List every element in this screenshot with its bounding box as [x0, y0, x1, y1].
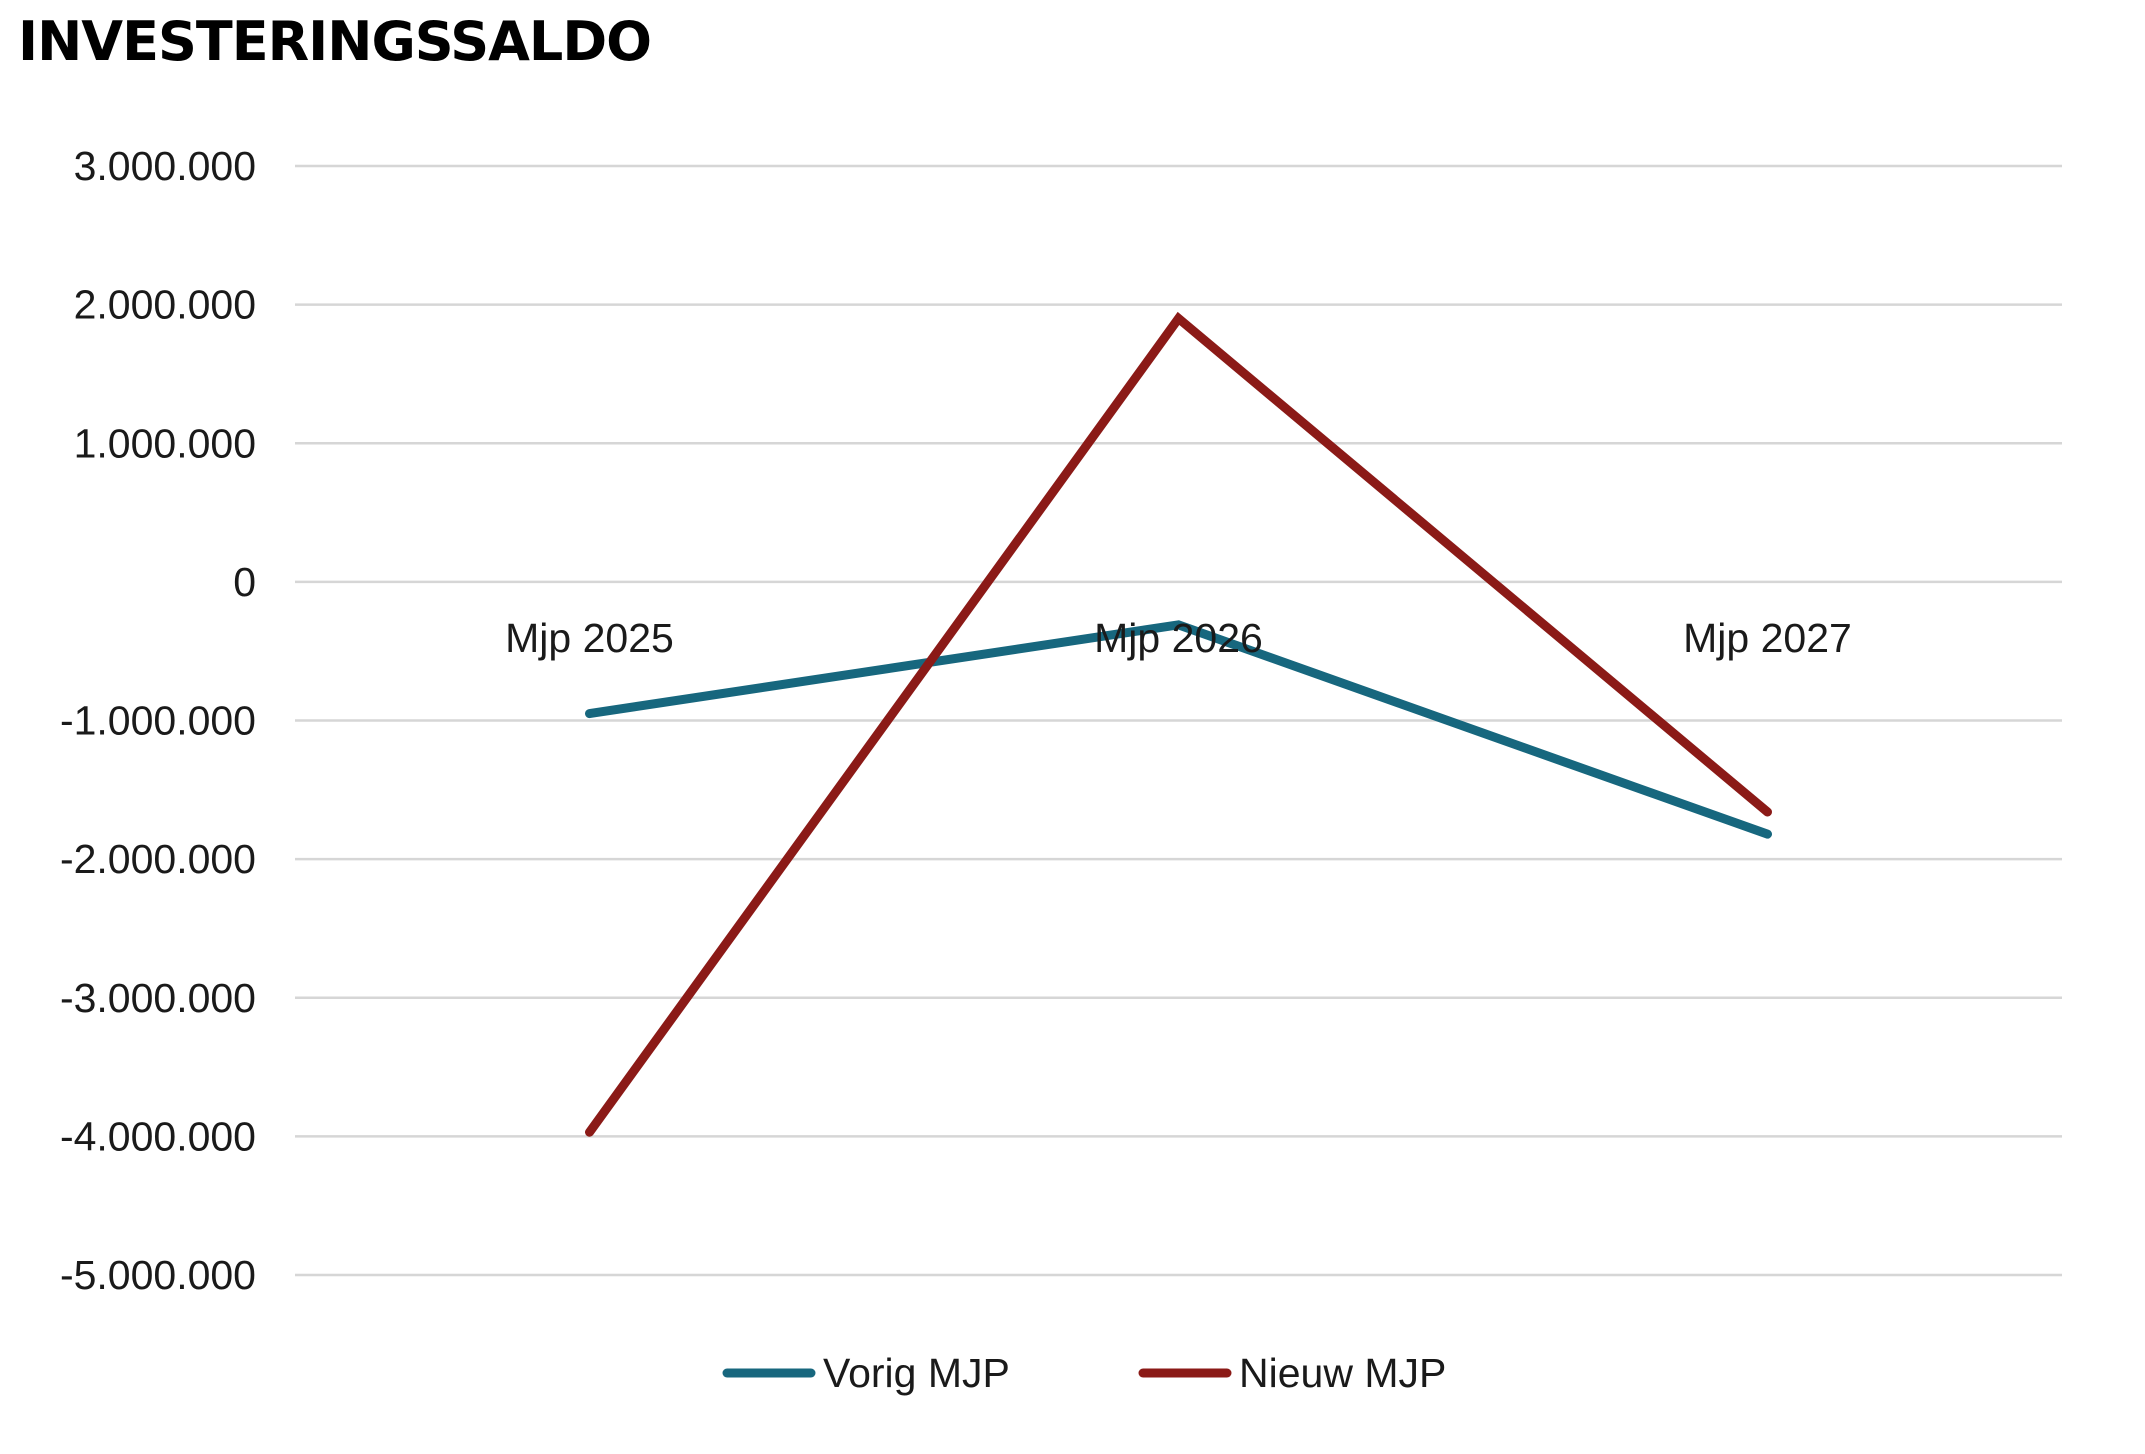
series-lines	[585, 311, 1772, 1137]
y-tick-label: -4.000.000	[60, 1113, 256, 1159]
y-tick-label: 0	[233, 559, 256, 605]
category-label: Mjp 2026	[1094, 615, 1263, 661]
y-tick-label: -3.000.000	[60, 975, 256, 1021]
gridlines	[295, 164, 2062, 1277]
y-tick-label: 1.000.000	[74, 420, 256, 466]
category-label: Mjp 2025	[505, 615, 674, 661]
legend-label-vorig-mjp: Vorig MJP	[823, 1350, 1010, 1396]
chart-title: INVESTERINGSSALDO	[18, 10, 652, 73]
y-tick-label: -5.000.000	[60, 1252, 256, 1298]
series-line-nieuw-mjp	[585, 311, 1772, 1137]
series-line-vorig-mjp	[585, 620, 1772, 839]
y-tick-label: -1.000.000	[60, 698, 256, 744]
legend: Vorig MJP Nieuw MJP	[722, 1350, 1446, 1396]
y-tick-label: -2.000.000	[60, 836, 256, 882]
y-tick-label: 2.000.000	[74, 282, 256, 328]
category-labels: Mjp 2025 Mjp 2026 Mjp 2027	[505, 615, 1852, 661]
y-axis-tick-labels: 3.000.000 2.000.000 1.000.000 0 -1.000.000 -2…	[60, 143, 256, 1298]
legend-label-nieuw-mjp: Nieuw MJP	[1239, 1350, 1446, 1396]
category-label: Mjp 2027	[1683, 615, 1852, 661]
y-tick-label: 3.000.000	[74, 143, 256, 189]
